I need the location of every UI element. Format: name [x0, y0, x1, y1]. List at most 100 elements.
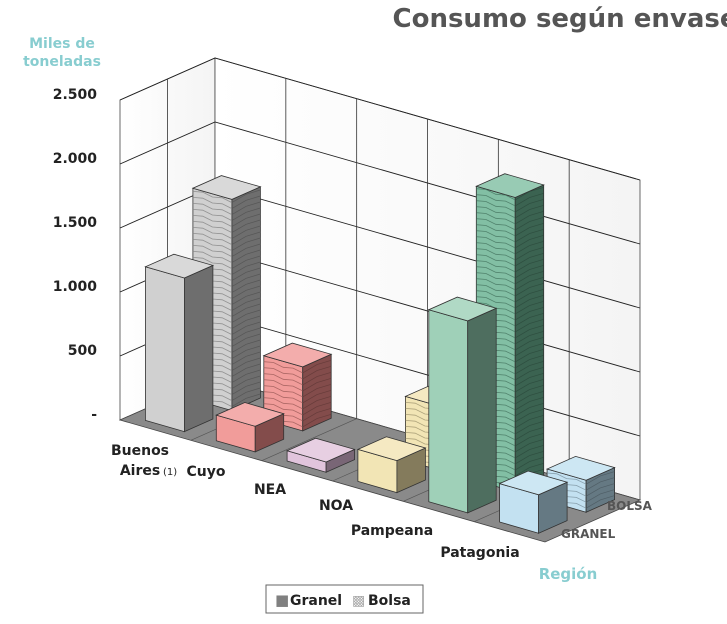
bar-top-face: [285, 437, 356, 463]
y-tick-label: 500: [68, 343, 97, 359]
bar-hatch: [515, 222, 544, 237]
bar-side-face: [183, 264, 214, 433]
bar-hatch: [515, 306, 544, 321]
bar-hatch: [302, 377, 332, 392]
bar-hatch: [476, 206, 516, 219]
bar-hatch: [476, 218, 516, 231]
bar-hatch: [476, 194, 516, 207]
bar-hatch: [515, 210, 544, 225]
y-axis-ticks: - 500 1.000 1.500 2.000 2.500: [53, 87, 98, 423]
bar-hatch: [515, 366, 544, 381]
bar-front-face: [144, 266, 185, 433]
bar-top-face: [191, 175, 262, 200]
bar-hatch: [231, 285, 261, 299]
bar-hatch: [231, 357, 261, 371]
bar-hatch: [231, 339, 261, 353]
bar-hatch: [515, 348, 544, 363]
legend-swatch-granel: ■: [275, 591, 289, 609]
x-tick-label: Cuyo: [187, 464, 226, 480]
chart-title: Consumo según envase: [393, 4, 727, 34]
bar-hatch: [192, 191, 233, 203]
bar-granel-4: [427, 296, 498, 514]
bar-hatch: [585, 495, 615, 509]
bar-hatch: [515, 186, 544, 201]
bar-hatch: [515, 324, 544, 339]
bar-hatch: [302, 401, 332, 416]
bar-hatch: [231, 393, 261, 407]
bar-hatch: [231, 363, 261, 377]
bar-hatch: [231, 297, 261, 311]
bar-hatch: [231, 219, 261, 233]
bar-hatch: [547, 472, 587, 485]
bar-hatch: [476, 230, 516, 243]
bar-top-face: [475, 173, 545, 198]
bar-side-face: [302, 353, 332, 432]
bar-granel-3: [356, 436, 427, 494]
bar-granel-0: [144, 253, 215, 433]
x-tick-label: NEA: [254, 482, 286, 498]
bar-hatch: [192, 245, 233, 257]
bar-top-face: [144, 253, 215, 279]
bar-hatch: [231, 225, 261, 239]
bar-hatch: [231, 237, 261, 251]
bar-hatch: [515, 414, 544, 429]
bar-hatch: [476, 260, 516, 273]
bar-hatch: [476, 290, 516, 303]
chart-bars: [144, 173, 616, 534]
bar-hatch: [515, 384, 544, 399]
bar-hatch: [515, 252, 544, 267]
bar-hatch: [585, 489, 615, 503]
bar-hatch: [515, 204, 544, 219]
y-tick-label: 2.000: [53, 151, 98, 167]
bar-hatch: [515, 408, 544, 423]
bar-top-face: [545, 455, 616, 481]
bar-top-face: [427, 296, 498, 322]
bar-hatch: [515, 192, 544, 207]
bar-hatch: [476, 188, 516, 201]
bar-hatch: [192, 239, 233, 251]
bar-hatch: [231, 351, 261, 365]
bar-hatch: [302, 359, 332, 374]
bar-granel-1: [215, 402, 285, 453]
x-tick-footnote: (1): [163, 467, 177, 478]
legend-entry-granel: Granel: [290, 593, 342, 609]
bar-hatch: [585, 483, 615, 497]
bar-hatch: [515, 228, 544, 243]
bar-hatch: [231, 249, 261, 263]
bar-hatch: [192, 227, 233, 239]
bar-hatch: [231, 213, 261, 227]
bar-hatch: [515, 342, 544, 357]
x-axis-ticks: Buenos Aires (1) Cuyo NEA NOA Pampeana Patagoni…: [111, 443, 520, 561]
bar-hatch: [515, 462, 544, 477]
bar-hatch: [231, 369, 261, 383]
bar-hatch: [515, 396, 544, 411]
bar-top-face: [356, 436, 427, 462]
floor-gridline: [261, 418, 357, 461]
legend: ■ Granel ▩ Bolsa: [265, 584, 424, 614]
bar-hatch: [515, 336, 544, 351]
bar-hatch: [476, 212, 516, 225]
bar-hatch: [585, 471, 615, 485]
bar-hatch: [263, 403, 303, 416]
y-tick-label: -: [91, 407, 97, 423]
bar-hatch: [476, 266, 516, 279]
bar-hatch: [515, 318, 544, 333]
bar-hatch: [476, 272, 516, 285]
bar-hatch: [302, 407, 332, 422]
bar-hatch: [302, 383, 332, 398]
bar-hatch: [515, 432, 544, 447]
bar-hatch: [515, 444, 544, 459]
bar-front-face: [428, 309, 469, 514]
bar-hatch: [231, 345, 261, 359]
bar-hatch: [476, 200, 516, 213]
bar-hatch: [476, 284, 516, 297]
bar-hatch: [231, 201, 261, 215]
bar-hatch: [476, 224, 516, 237]
bar-hatch: [231, 333, 261, 347]
bar-hatch: [515, 420, 544, 435]
bar-hatch: [515, 282, 544, 297]
bar-top-face: [498, 470, 569, 496]
bar-hatch: [515, 450, 544, 465]
legend-box: [265, 584, 424, 614]
bar-hatch: [231, 195, 261, 209]
